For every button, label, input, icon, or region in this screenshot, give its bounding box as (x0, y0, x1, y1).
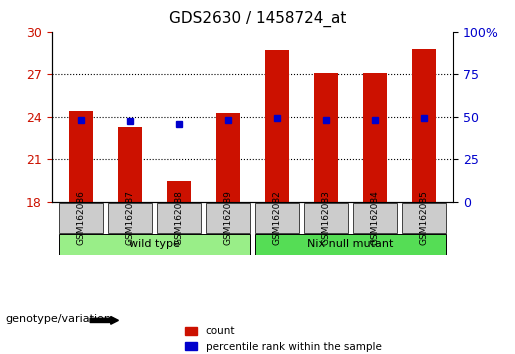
FancyBboxPatch shape (59, 234, 250, 255)
Bar (167, 181, 191, 202)
Text: GSM162085: GSM162085 (419, 190, 428, 245)
Bar (68, 111, 93, 202)
FancyBboxPatch shape (108, 203, 152, 233)
Bar (117, 127, 142, 202)
Text: GSM162084: GSM162084 (370, 190, 380, 245)
Text: GSM162082: GSM162082 (272, 190, 281, 245)
Text: GSM162083: GSM162083 (321, 190, 330, 245)
Text: genotype/variation: genotype/variation (5, 314, 111, 324)
FancyBboxPatch shape (255, 234, 446, 255)
Text: GSM162087: GSM162087 (125, 190, 134, 245)
FancyBboxPatch shape (353, 203, 397, 233)
FancyBboxPatch shape (206, 203, 250, 233)
Text: GSM162088: GSM162088 (175, 190, 183, 245)
FancyBboxPatch shape (157, 203, 201, 233)
Text: wild type: wild type (129, 239, 180, 249)
Text: GDS2630 / 1458724_at: GDS2630 / 1458724_at (169, 11, 346, 27)
FancyBboxPatch shape (402, 203, 446, 233)
Bar (363, 73, 387, 202)
FancyBboxPatch shape (304, 203, 348, 233)
Bar (314, 73, 338, 202)
Bar (265, 50, 289, 202)
Legend: count, percentile rank within the sample: count, percentile rank within the sample (181, 322, 386, 354)
Bar (411, 49, 436, 202)
Text: GSM162086: GSM162086 (76, 190, 85, 245)
Bar (216, 113, 240, 202)
Text: Nix null mutant: Nix null mutant (307, 239, 393, 249)
FancyBboxPatch shape (59, 203, 103, 233)
Text: GSM162089: GSM162089 (224, 190, 232, 245)
FancyBboxPatch shape (255, 203, 299, 233)
